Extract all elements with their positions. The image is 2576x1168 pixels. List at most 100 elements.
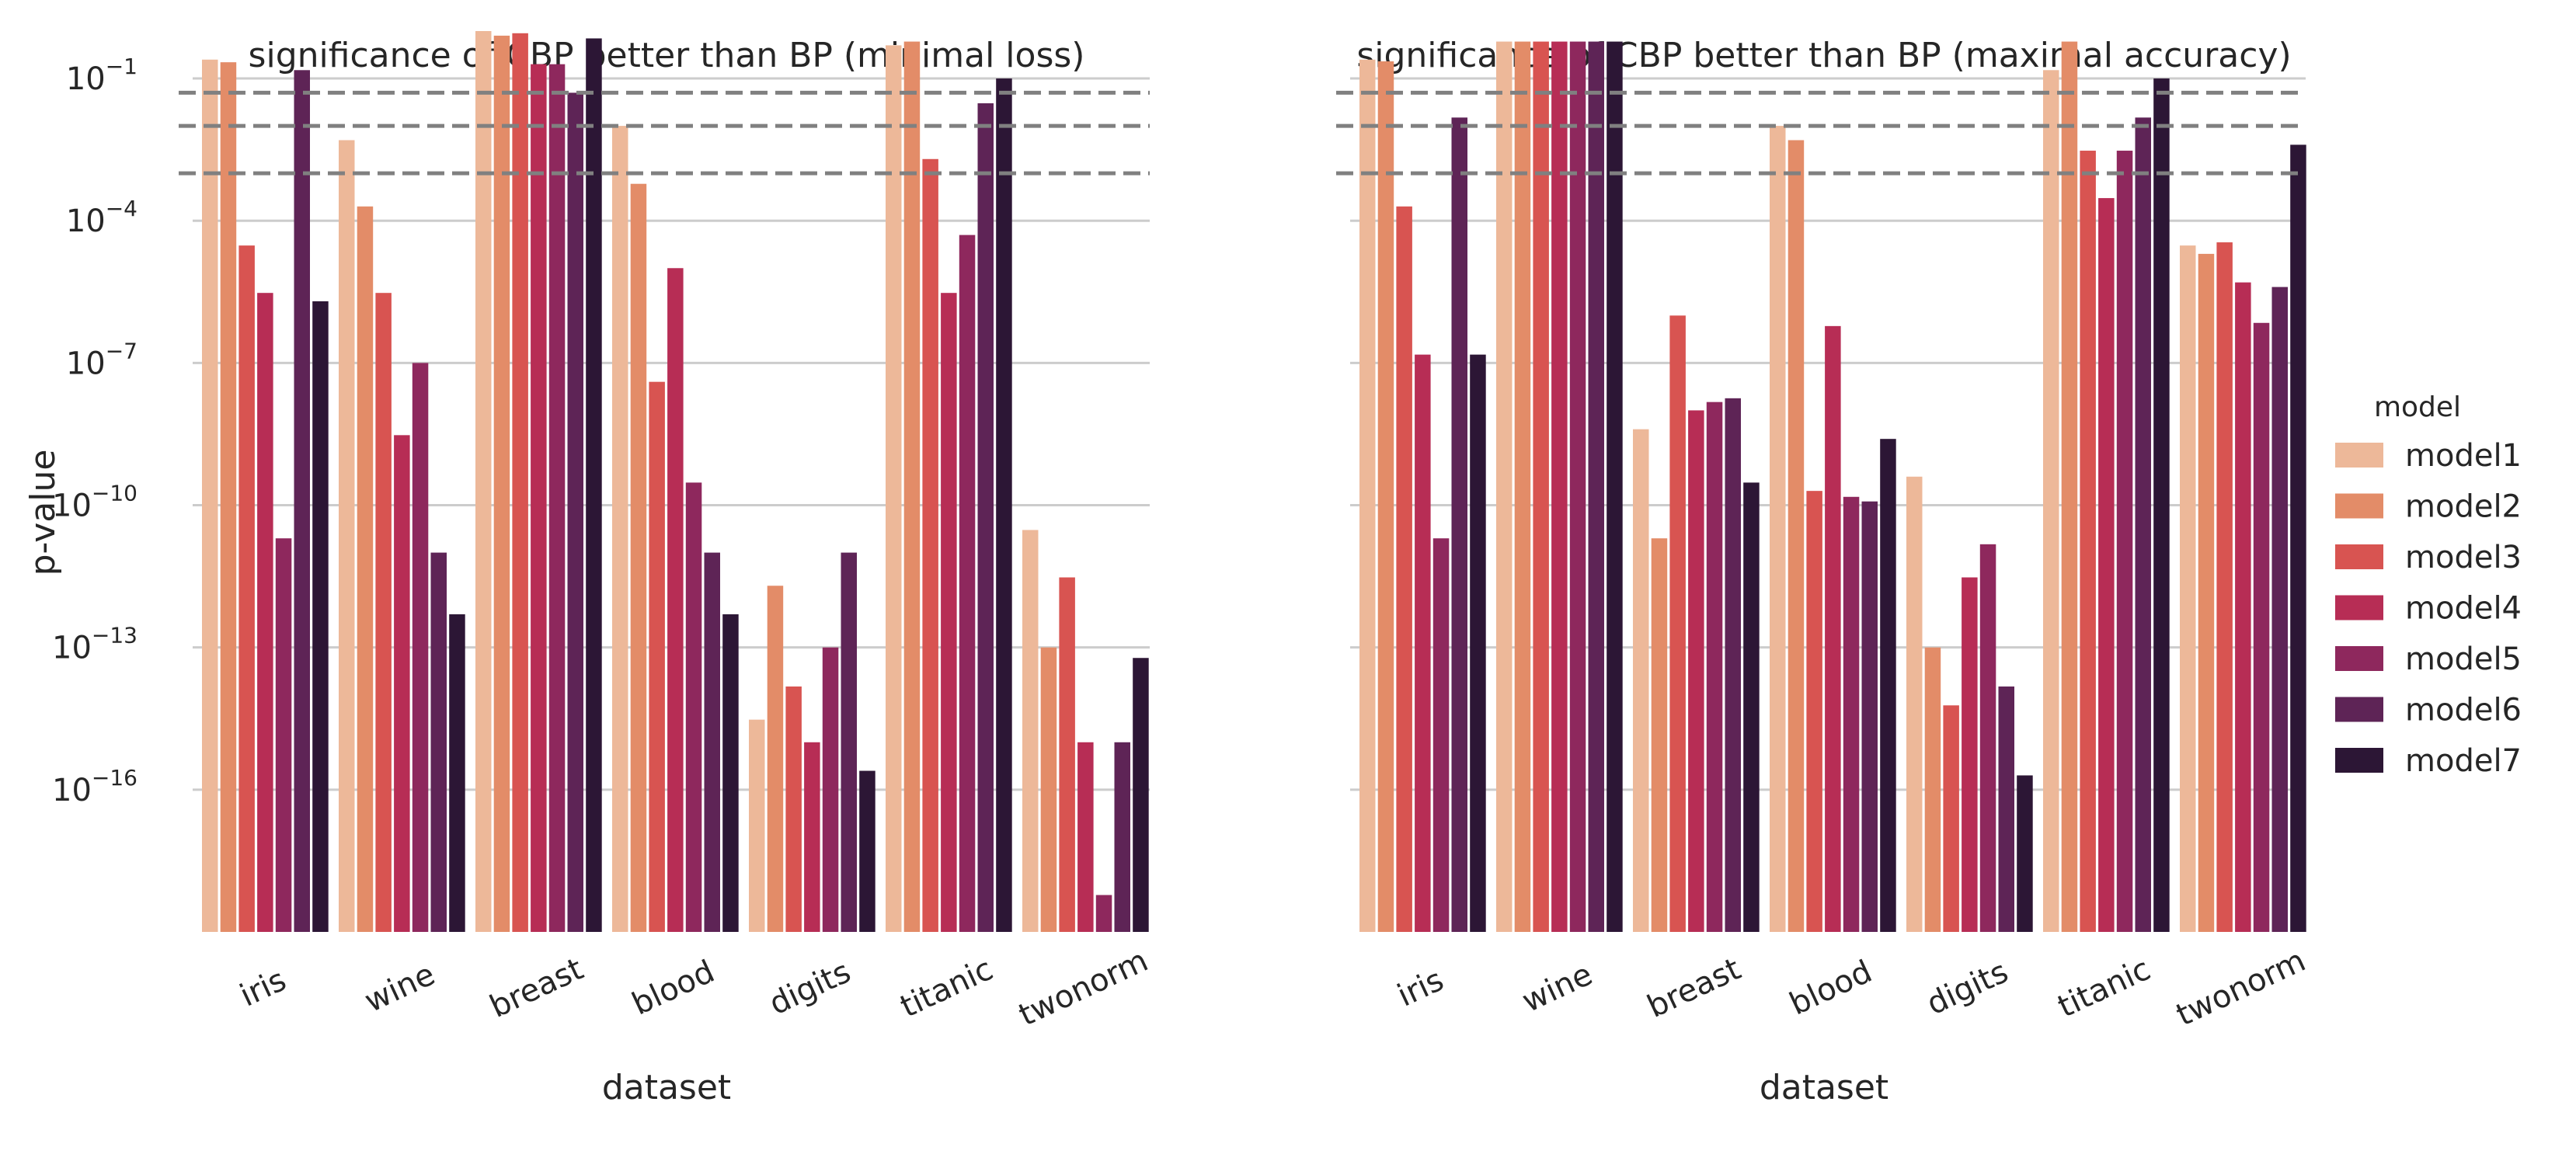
bar-twonorm-model6 (1114, 742, 1130, 932)
right-x-axis-label: dataset (1760, 1068, 1888, 1107)
bar-wine-model2 (357, 206, 374, 932)
left-panel: significance of CBP better than BP (mini… (23, 31, 1154, 1107)
bar-breast-model2 (1651, 538, 1668, 932)
bar-titanic-model5 (959, 235, 976, 932)
left-y-ticks: 10−1 10−4 10−7 10−10 10−13 10−16 (52, 54, 138, 808)
left-x-ticks: iris wine breast blood digits titanic twonorm (235, 943, 1154, 1034)
bar-breast-model1 (475, 31, 492, 932)
bar-twonorm-model6 (2271, 287, 2288, 932)
bar-iris-model3 (1396, 206, 1412, 932)
bar-wine-model6 (1588, 41, 1604, 933)
bar-twonorm-model3 (1059, 577, 1075, 932)
legend-swatch-model6 (2335, 697, 2383, 722)
bar-iris-model4 (257, 293, 273, 932)
bar-blood-model3 (1806, 491, 1822, 932)
bar-blood-model3 (649, 381, 665, 932)
bar-blood-model7 (722, 614, 739, 932)
bar-iris-model7 (1470, 354, 1486, 933)
bar-twonorm-model3 (2216, 242, 2233, 932)
left-bars (202, 31, 1149, 933)
bar-wine-model6 (430, 552, 447, 932)
bar-wine-model4 (1551, 41, 1568, 933)
bar-breast-model7 (1743, 482, 1760, 932)
bar-blood-model4 (1825, 325, 1841, 932)
right-threshold-lines (1336, 90, 2306, 176)
bar-digits-model3 (1943, 705, 1959, 932)
bar-twonorm-model5 (1095, 895, 1112, 932)
bar-digits-model2 (767, 586, 784, 932)
right-chart-title: significance of CBP better than BP (maxi… (1356, 36, 2291, 75)
right-panel: significance of CBP better than BP (maxi… (1336, 36, 2311, 1107)
bar-twonorm-model7 (2290, 144, 2306, 933)
right-x-ticks: iris wine breast blood digits titanic twonorm (1392, 943, 2311, 1034)
bar-wine-model7 (449, 614, 465, 932)
bar-digits-model1 (1906, 476, 1923, 932)
bar-digits-model4 (1962, 577, 1978, 932)
bar-breast-model2 (493, 35, 510, 932)
bar-blood-model2 (1788, 140, 1805, 932)
bar-blood-model6 (1861, 501, 1878, 932)
bar-iris-model5 (275, 538, 292, 932)
bar-twonorm-model1 (1022, 530, 1039, 932)
bar-iris-model3 (238, 245, 255, 932)
legend-label-model4: model4 (2405, 591, 2522, 627)
legend-label-model1: model1 (2405, 438, 2522, 474)
bar-titanic-model6 (977, 103, 994, 933)
y-tick-label: 10−13 (52, 623, 138, 666)
x-tick-label-blood: blood (627, 954, 720, 1023)
bar-breast-model4 (1688, 410, 1704, 932)
legend-label-model6: model6 (2405, 693, 2522, 728)
legend-items: model1 model2 model3 model4 model5 model6 mode… (2335, 438, 2522, 779)
y-tick-label: 10−16 (52, 765, 138, 808)
x-tick-label-iris: iris (1392, 962, 1449, 1014)
bar-blood-model1 (612, 126, 628, 933)
bar-breast-model3 (1669, 315, 1686, 932)
bar-twonorm-model7 (1133, 658, 1149, 932)
bar-breast-model6 (1725, 398, 1741, 932)
bar-blood-model4 (667, 268, 684, 932)
bar-wine-model5 (412, 363, 429, 932)
x-tick-label-breast: breast (485, 951, 589, 1025)
legend-label-model7: model7 (2405, 743, 2522, 779)
legend-swatch-model4 (2335, 595, 2383, 620)
bar-breast-model5 (548, 64, 566, 933)
legend-title: model (2374, 391, 2461, 423)
legend-swatch-model5 (2335, 646, 2383, 671)
legend-swatch-model3 (2335, 544, 2383, 569)
x-tick-label-titanic: titanic (895, 951, 998, 1025)
legend-swatch-model2 (2335, 493, 2383, 519)
legend-swatch-model7 (2335, 748, 2383, 773)
bar-breast-model1 (1633, 429, 1649, 932)
bar-breast-model3 (512, 33, 528, 933)
bar-twonorm-model2 (1040, 647, 1057, 932)
bar-blood-model5 (685, 482, 702, 932)
x-tick-label-digits: digits (764, 954, 856, 1022)
left-chart-title: significance of CBP better than BP (mini… (249, 36, 1085, 75)
bar-wine-model2 (1514, 41, 1531, 933)
bar-digits-model5 (822, 647, 839, 932)
bar-wine-model1 (1496, 41, 1513, 933)
legend-label-model2: model2 (2405, 489, 2522, 525)
bar-iris-model1 (1359, 59, 1376, 933)
bar-iris-model7 (312, 301, 329, 932)
legend-label-model3: model3 (2405, 540, 2522, 575)
bar-digits-model5 (1979, 544, 1996, 932)
bar-digits-model6 (841, 552, 857, 932)
x-tick-label-titanic: titanic (2052, 951, 2156, 1025)
bar-titanic-model1 (886, 45, 902, 933)
bar-iris-model6 (1451, 117, 1467, 932)
bar-breast-model4 (531, 64, 547, 933)
bar-digits-model7 (2017, 775, 2033, 932)
legend-swatch-model1 (2335, 443, 2383, 468)
bar-blood-model6 (704, 552, 720, 932)
bar-iris-model6 (294, 70, 310, 933)
bar-titanic-model7 (2153, 78, 2170, 933)
bar-breast-model6 (567, 92, 583, 933)
bar-titanic-model6 (2135, 117, 2151, 932)
bar-wine-model3 (375, 293, 392, 932)
x-tick-label-digits: digits (1921, 954, 2014, 1022)
bar-iris-model2 (220, 62, 237, 932)
bar-digits-model6 (1998, 686, 2014, 932)
